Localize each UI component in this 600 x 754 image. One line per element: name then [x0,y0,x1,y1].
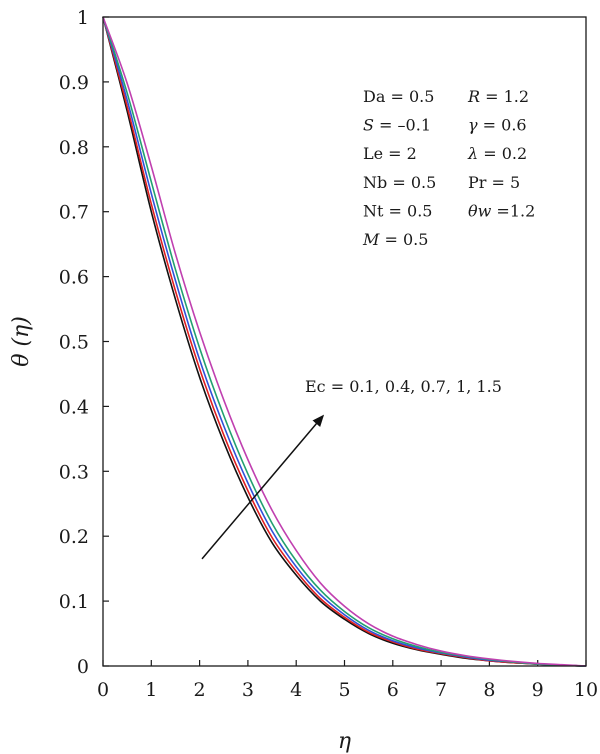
param-entry: Le = 2 [363,144,417,163]
param-entry: Nb = 0.5 [363,173,436,192]
param-entry: Nt = 0.5 [363,201,432,220]
param-value: = 0.5 [379,230,428,249]
param-name: Pr [468,173,487,192]
param-value: = 0.5 [387,173,436,192]
param-name: Da [363,87,386,106]
x-axis-title: η [338,729,351,754]
param-value: =1.2 [491,201,535,220]
param-entry: γ = 0.6 [468,116,527,135]
x-tick-label: 8 [483,679,495,701]
y-tick-label: 0.1 [59,591,89,613]
param-name: θw [468,201,492,220]
param-value: = –0.1 [374,116,431,135]
x-tick-label: 7 [435,679,447,701]
y-tick-label: 0.7 [59,202,89,224]
param-entry: Da = 0.5 [363,87,434,106]
axis-ticks [102,16,587,667]
param-value: = 0.6 [478,116,527,135]
x-tick-label: 6 [387,679,399,701]
y-tick-label: 0.3 [59,461,89,483]
y-tick-label: 0.8 [59,137,89,159]
y-tick-label: 0.9 [59,72,89,94]
x-tick-label: 10 [574,679,598,701]
y-tick-labels: 0 0.1 0.2 0.3 0.4 0.5 0.6 0.7 0.8 0.9 1 [59,7,89,678]
x-tick-label: 2 [194,679,206,701]
series-lines [102,16,587,667]
y-tick-label: 0.6 [59,267,89,289]
x-tick-label: 9 [532,679,544,701]
x-tick-label: 3 [242,679,254,701]
param-name: λ [467,144,478,163]
y-tick-label: 0.2 [59,526,89,548]
series-line-1 [102,16,587,667]
param-value: = 0.2 [478,144,527,163]
series-line-3 [102,16,587,667]
param-name: Le [363,144,383,163]
y-tick-label: 0.5 [59,332,89,354]
param-entry: S = –0.1 [363,116,431,135]
y-tick-label: 0.4 [59,396,89,418]
plot-frame [102,16,587,667]
series-line-4 [102,16,587,667]
x-tick-label: 5 [338,679,350,701]
y-tick-label: 0 [77,656,89,678]
param-entry: λ = 0.2 [467,144,527,163]
param-name: γ [468,116,478,135]
y-axis-title: θ (η) [9,316,34,367]
series-line-5 [102,16,587,667]
param-name: Nb [363,173,387,192]
x-tick-labels: 0 1 2 3 4 5 6 7 8 9 10 [97,679,598,701]
param-value: = 2 [383,144,417,163]
ec-annotation: Ec = 0.1, 0.4, 0.7, 1, 1.5 [305,377,502,396]
param-value: = 1.2 [480,87,529,106]
param-value: = 0.5 [385,87,434,106]
param-name: S [363,116,374,135]
x-tick-label: 0 [97,679,109,701]
x-tick-label: 4 [290,679,302,701]
param-entry: R = 1.2 [467,87,529,106]
param-entry: M = 0.5 [362,230,428,249]
series-line-2 [102,16,587,667]
y-tick-label: 1 [77,7,89,29]
param-value: = 0.5 [383,201,432,220]
x-tick-label: 1 [145,679,157,701]
ec-increase-arrow [201,414,325,560]
param-entry: Pr = 5 [468,173,520,192]
param-value: = 5 [486,173,520,192]
param-name: M [362,230,380,249]
param-name: R [467,87,480,106]
parameter-legend: Da = 0.5 R = 1.2 S = –0.1 γ = 0.6 Le = 2 λ = … [362,87,535,249]
param-name: Nt [363,201,384,220]
param-entry: θw =1.2 [468,201,535,220]
